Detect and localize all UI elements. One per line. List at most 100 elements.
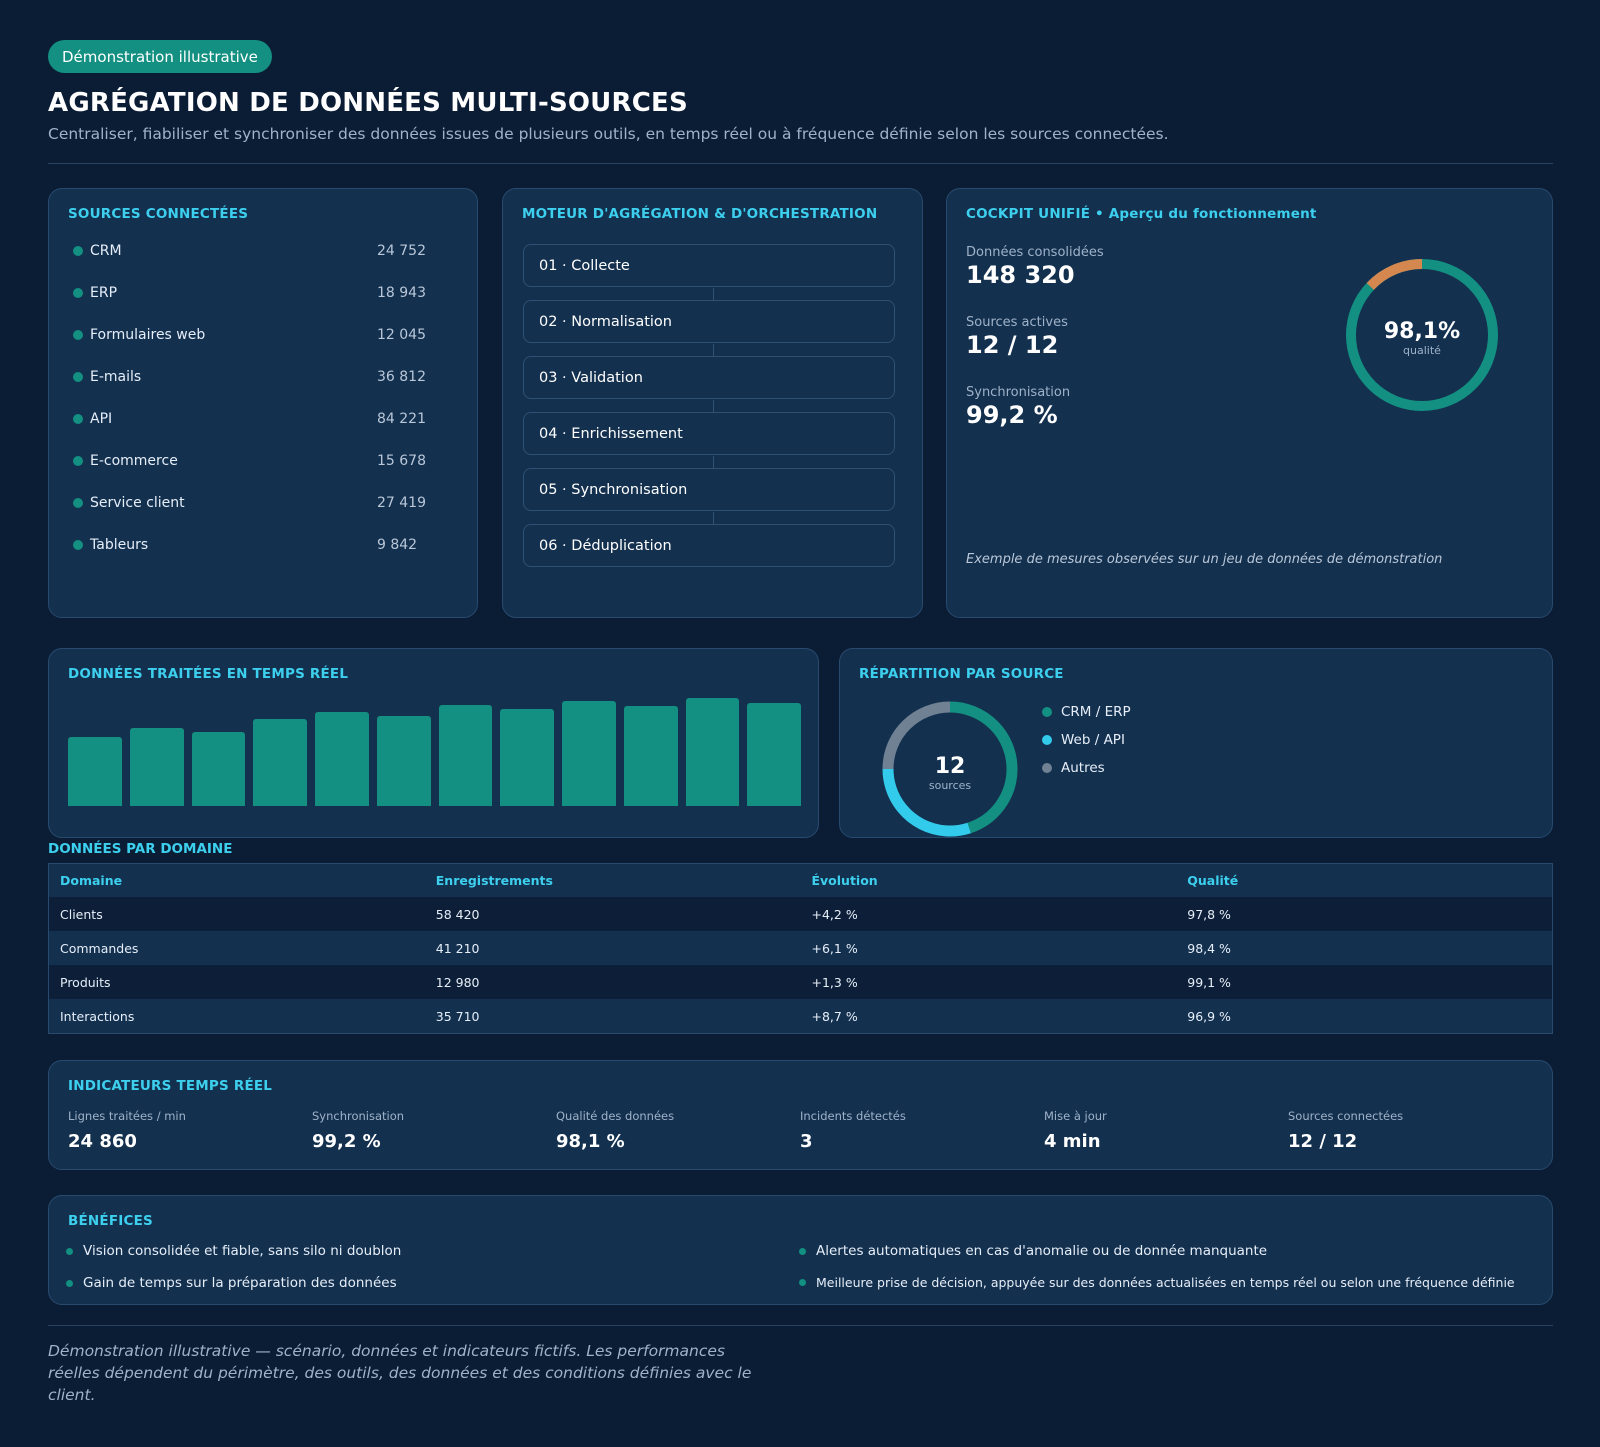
source-name: Service client (90, 495, 185, 511)
realtime-card: DONNÉES TRAITÉES EN TEMPS RÉEL (48, 648, 819, 838)
legend-dot-icon (1042, 763, 1052, 773)
metric-label: Données consolidées (966, 245, 1104, 260)
legend-label: Web / API (1061, 732, 1125, 748)
kpi-value: 4 min (1044, 1131, 1101, 1152)
kpi-value: 98,1 % (556, 1131, 625, 1152)
table-header: Domaine Enregistrements Évolution Qualit… (49, 864, 1552, 897)
source-count: 24 752 (377, 243, 426, 259)
legend-label: Autres (1061, 760, 1105, 776)
source-count: 18 943 (377, 285, 426, 301)
step-connector (713, 512, 714, 524)
cockpit-title: COCKPIT UNIFIÉ • Aperçu du fonctionnemen… (966, 206, 1317, 222)
kpi-label: Qualité des données (556, 1109, 675, 1123)
legend-label: CRM / ERP (1061, 704, 1131, 720)
chart-bar (623, 706, 678, 806)
bar-chart (68, 694, 801, 806)
donut-segment (882, 701, 1018, 837)
source-count: 84 221 (377, 411, 426, 427)
table-cell: Clients (60, 906, 103, 922)
table-cell: 41 210 (435, 940, 480, 956)
source-count: 12 045 (377, 327, 426, 343)
engine-title: MOTEUR D'AGRÉGATION & D'ORCHESTRATION (522, 206, 878, 222)
source-item: Formulaires web 12 045 (73, 325, 437, 345)
step-connector (713, 288, 714, 300)
chart-bar (129, 727, 184, 806)
benefit-item: Alertes automatiques en cas d'anomalie o… (799, 1243, 1267, 1259)
domains-table: Domaine Enregistrements Évolution Qualit… (48, 863, 1553, 1034)
pipeline-step: 04 · Enrichissement (523, 412, 895, 455)
chart-bar (68, 736, 122, 806)
benefits-card: BÉNÉFICES Vision consolidée et fiable, s… (48, 1195, 1553, 1305)
source-item: CRM 24 752 (73, 241, 437, 261)
metric-label: Synchronisation (966, 385, 1071, 400)
bullet-icon (799, 1279, 806, 1286)
metric-value: 148 320 (966, 261, 1075, 289)
table-row: Interactions 35 710 +8,7 % 96,9 % (49, 999, 1552, 1033)
step-connector (713, 456, 714, 468)
table-cell: 99,1 % (1187, 974, 1231, 990)
benefit-item: Vision consolidée et fiable, sans silo n… (66, 1243, 401, 1259)
source-name: API (90, 411, 113, 427)
ring-value: 98,1% (1383, 319, 1461, 344)
kpi: Lignes traitées / min 24 860 (68, 1109, 298, 1152)
kpi-label: Lignes traitées / min (68, 1109, 186, 1123)
kpis-title: INDICATEURS TEMPS RÉEL (68, 1078, 273, 1094)
source-count: 36 812 (377, 369, 426, 385)
legend-item: CRM / ERP (1042, 704, 1131, 720)
kpi-label: Incidents détectés (800, 1109, 906, 1123)
chart-bar (562, 700, 616, 806)
benefit-text: Vision consolidée et fiable, sans silo n… (83, 1243, 402, 1259)
step-connector (713, 400, 714, 412)
footer-divider (48, 1325, 1553, 1326)
table-cell: 35 710 (435, 1008, 480, 1024)
table-cell: 12 980 (435, 974, 480, 990)
source-item: E-commerce 15 678 (73, 451, 437, 471)
table-row: Clients 58 420 +4,2 % 97,8 % (49, 897, 1552, 931)
page-title: AGRÉGATION DE DONNÉES MULTI-SOURCES (48, 88, 688, 118)
table-cell: +1,3 % (811, 974, 858, 990)
source-name: Formulaires web (90, 327, 206, 343)
bullet-icon (66, 1247, 73, 1255)
legend-dot-icon (1042, 735, 1052, 745)
kpi: Mise à jour 4 min (1044, 1109, 1274, 1152)
metric-value: 12 / 12 (966, 331, 1059, 359)
table-cell: 96,9 % (1187, 1008, 1231, 1024)
benefit-item: Meilleure prise de décision, appuyée sur… (799, 1275, 1515, 1290)
kpi: Synchronisation 99,2 % (312, 1109, 542, 1152)
source-item: API 84 221 (73, 409, 437, 429)
source-name: CRM (90, 243, 122, 259)
page-subtitle: Centraliser, fiabiliser et synchroniser … (48, 125, 1169, 143)
kpi-value: 12 / 12 (1288, 1131, 1358, 1152)
source-count: 9 842 (377, 537, 418, 553)
kpi-label: Mise à jour (1044, 1109, 1107, 1123)
header-divider (48, 163, 1553, 164)
column-header: Enregistrements (435, 873, 553, 888)
benefits-title: BÉNÉFICES (68, 1213, 153, 1229)
donut-segment (882, 701, 1018, 837)
table-row: Produits 12 980 +1,3 % 99,1 % (49, 965, 1552, 999)
pipeline-step: 05 · Synchronisation (523, 468, 895, 511)
engine-card: MOTEUR D'AGRÉGATION & D'ORCHESTRATION 01… (502, 188, 923, 618)
chart-bar (685, 698, 740, 806)
source-count: 15 678 (377, 453, 426, 469)
chart-bar (191, 732, 246, 806)
table-cell: Interactions (60, 1008, 135, 1024)
donut-value: 12 (934, 754, 966, 779)
cockpit-note: Exemple de mesures observées sur un jeu … (966, 552, 1443, 567)
kpi-label: Sources connectées (1288, 1109, 1404, 1123)
donut-center: 12 sources (900, 754, 1000, 792)
pipeline-step: 01 · Collecte (523, 244, 895, 287)
bullet-icon (66, 1279, 73, 1287)
table-cell: +4,2 % (811, 906, 858, 922)
table-cell: +6,1 % (811, 940, 858, 956)
benefit-item: Gain de temps sur la préparation des don… (66, 1275, 397, 1291)
chart-bar (376, 716, 431, 806)
metric-label: Sources actives (966, 315, 1068, 330)
cockpit-card: COCKPIT UNIFIÉ • Aperçu du fonctionnemen… (946, 188, 1553, 618)
kpi-value: 99,2 % (312, 1131, 381, 1152)
metric-value: 99,2 % (966, 401, 1058, 429)
pipeline-step: 06 · Déduplication (523, 524, 895, 567)
source-item: Service client 27 419 (73, 493, 437, 513)
status-dot-icon (73, 540, 83, 550)
ring-center: 98,1% qualité (1362, 319, 1482, 357)
